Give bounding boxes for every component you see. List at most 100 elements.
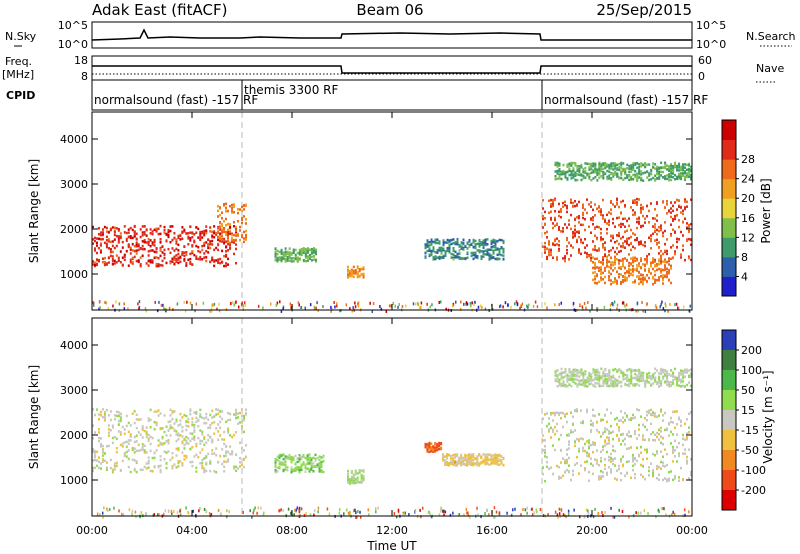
- scatter-cell: [662, 464, 664, 467]
- scatter-cell: [624, 277, 626, 281]
- scatter-cell: [458, 243, 461, 247]
- scatter-cell: [197, 418, 200, 421]
- scatter-cell: [582, 374, 585, 377]
- scatter-cell: [237, 232, 239, 236]
- scatter-cell: [624, 419, 626, 422]
- scatter-cell: [219, 228, 222, 231]
- scatter-cell: [276, 259, 279, 263]
- clutter-mark: [105, 301, 108, 305]
- scatter-cell: [233, 233, 236, 237]
- clutter-mark: [336, 302, 338, 306]
- scatter-cell: [590, 231, 592, 234]
- scatter-cell: [502, 247, 505, 251]
- scatter-cell: [590, 462, 592, 465]
- scatter-cell: [115, 234, 118, 238]
- scatter-cell: [600, 367, 603, 371]
- clutter-mark: [443, 513, 445, 517]
- scatter-cell: [638, 243, 640, 246]
- clutter-mark: [176, 511, 179, 515]
- scatter-cell: [688, 477, 690, 480]
- scatter-cell: [147, 419, 150, 423]
- scatter-cell: [103, 459, 106, 462]
- clutter-mark: [558, 303, 560, 307]
- scatter-cell: [440, 249, 443, 253]
- scatter-cell: [620, 410, 622, 413]
- scatter-cell: [99, 445, 102, 448]
- scatter-cell: [574, 408, 576, 412]
- scatter-cell: [131, 446, 134, 450]
- scatter-cell: [239, 421, 242, 424]
- scatter-cell: [133, 225, 136, 228]
- scatter-cell: [598, 162, 601, 166]
- scatter-cell: [462, 242, 465, 245]
- scatter-cell: [680, 253, 682, 256]
- clutter-mark: [420, 301, 423, 305]
- scatter-cell: [598, 374, 601, 378]
- clutter-mark: [131, 509, 134, 513]
- scatter-cell: [159, 263, 162, 267]
- scatter-cell: [183, 443, 186, 447]
- scatter-cell: [107, 414, 110, 417]
- scatter-cell: [155, 256, 158, 259]
- scatter-cell: [347, 276, 349, 279]
- scatter-cell: [229, 412, 232, 416]
- scatter-cell: [103, 263, 106, 266]
- clutter-mark: [242, 304, 245, 308]
- scatter-cell: [604, 374, 607, 378]
- scatter-cell: [612, 234, 614, 238]
- scatter-cell: [620, 280, 622, 284]
- scatter-cell: [312, 470, 315, 473]
- clutter-mark: [429, 512, 431, 516]
- scatter-cell: [115, 254, 118, 257]
- nsearch-tick-high: 10^5: [696, 19, 726, 32]
- scatter-cell: [362, 272, 365, 276]
- scatter-cell: [358, 480, 361, 484]
- clutter-mark: [507, 303, 509, 307]
- scatter-cell: [173, 231, 176, 235]
- scatter-cell: [628, 460, 630, 463]
- scatter-cell: [472, 458, 475, 461]
- scatter-cell: [646, 274, 648, 277]
- scatter-cell: [171, 225, 174, 228]
- scatter-cell: [496, 454, 499, 457]
- scatter-cell: [618, 162, 621, 166]
- scatter-cell: [580, 223, 582, 227]
- scatter-cell: [492, 238, 495, 242]
- scatter-cell: [596, 420, 598, 424]
- scatter-cell: [430, 238, 433, 241]
- scatter-cell: [630, 418, 632, 422]
- scatter-cell: [127, 457, 130, 461]
- scatter-cell: [582, 213, 584, 216]
- clutter-mark: [397, 510, 400, 514]
- scatter-cell: [147, 456, 150, 459]
- scatter-cell: [310, 255, 313, 259]
- scatter-region: [274, 453, 325, 474]
- scatter-cell: [173, 463, 176, 466]
- clutter-mark: [162, 512, 165, 516]
- scatter-cell: [622, 217, 624, 221]
- scatter-cell: [678, 199, 680, 202]
- clutter-mark: [253, 508, 255, 512]
- scatter-cell: [193, 438, 196, 441]
- scatter-cell: [606, 420, 608, 424]
- clutter-mark: [427, 510, 430, 514]
- scatter-cell: [608, 253, 610, 257]
- scatter-cell: [131, 242, 134, 246]
- scatter-cell: [362, 267, 365, 271]
- scatter-cell: [578, 230, 580, 233]
- clutter-mark: [514, 507, 516, 511]
- scatter-cell: [662, 201, 664, 204]
- scatter-cell: [139, 228, 142, 231]
- scatter-cell: [292, 468, 295, 472]
- scatter-cell: [153, 410, 156, 413]
- clutter-mark: [192, 509, 194, 513]
- scatter-cell: [634, 376, 637, 380]
- clutter-mark: [330, 309, 332, 313]
- scatter-cell: [498, 250, 501, 254]
- scatter-cell: [546, 465, 548, 468]
- scatter-cell: [139, 418, 142, 421]
- scatter-cell: [135, 449, 138, 453]
- scatter-cell: [149, 244, 152, 248]
- scatter-cell: [482, 252, 485, 256]
- scatter-cell: [600, 210, 602, 214]
